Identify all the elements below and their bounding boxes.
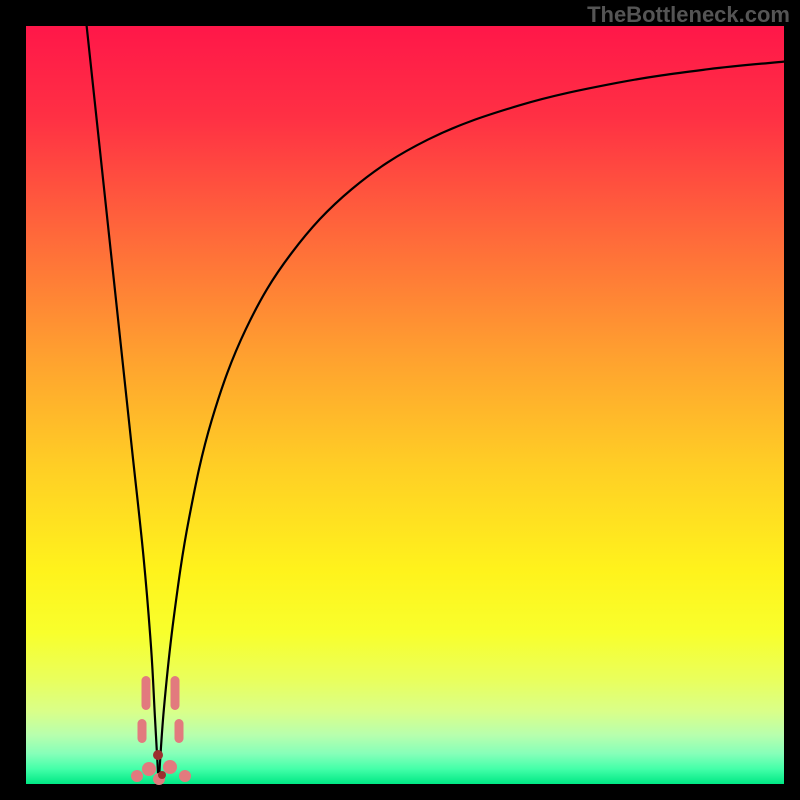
chart-container: TheBottleneck.com (0, 0, 800, 800)
marker-10 (131, 770, 143, 782)
marker-8 (158, 771, 166, 779)
curves-svg (26, 26, 784, 784)
marker-1 (137, 719, 146, 743)
curve-left-branch (87, 26, 159, 784)
marker-7 (153, 750, 163, 760)
watermark-text: TheBottleneck.com (587, 2, 790, 28)
plot-area (26, 26, 784, 784)
marker-2 (170, 676, 179, 710)
marker-9 (179, 770, 191, 782)
marker-3 (175, 719, 184, 743)
curve-right-branch (159, 62, 784, 784)
marker-4 (142, 762, 156, 776)
marker-0 (141, 676, 150, 710)
